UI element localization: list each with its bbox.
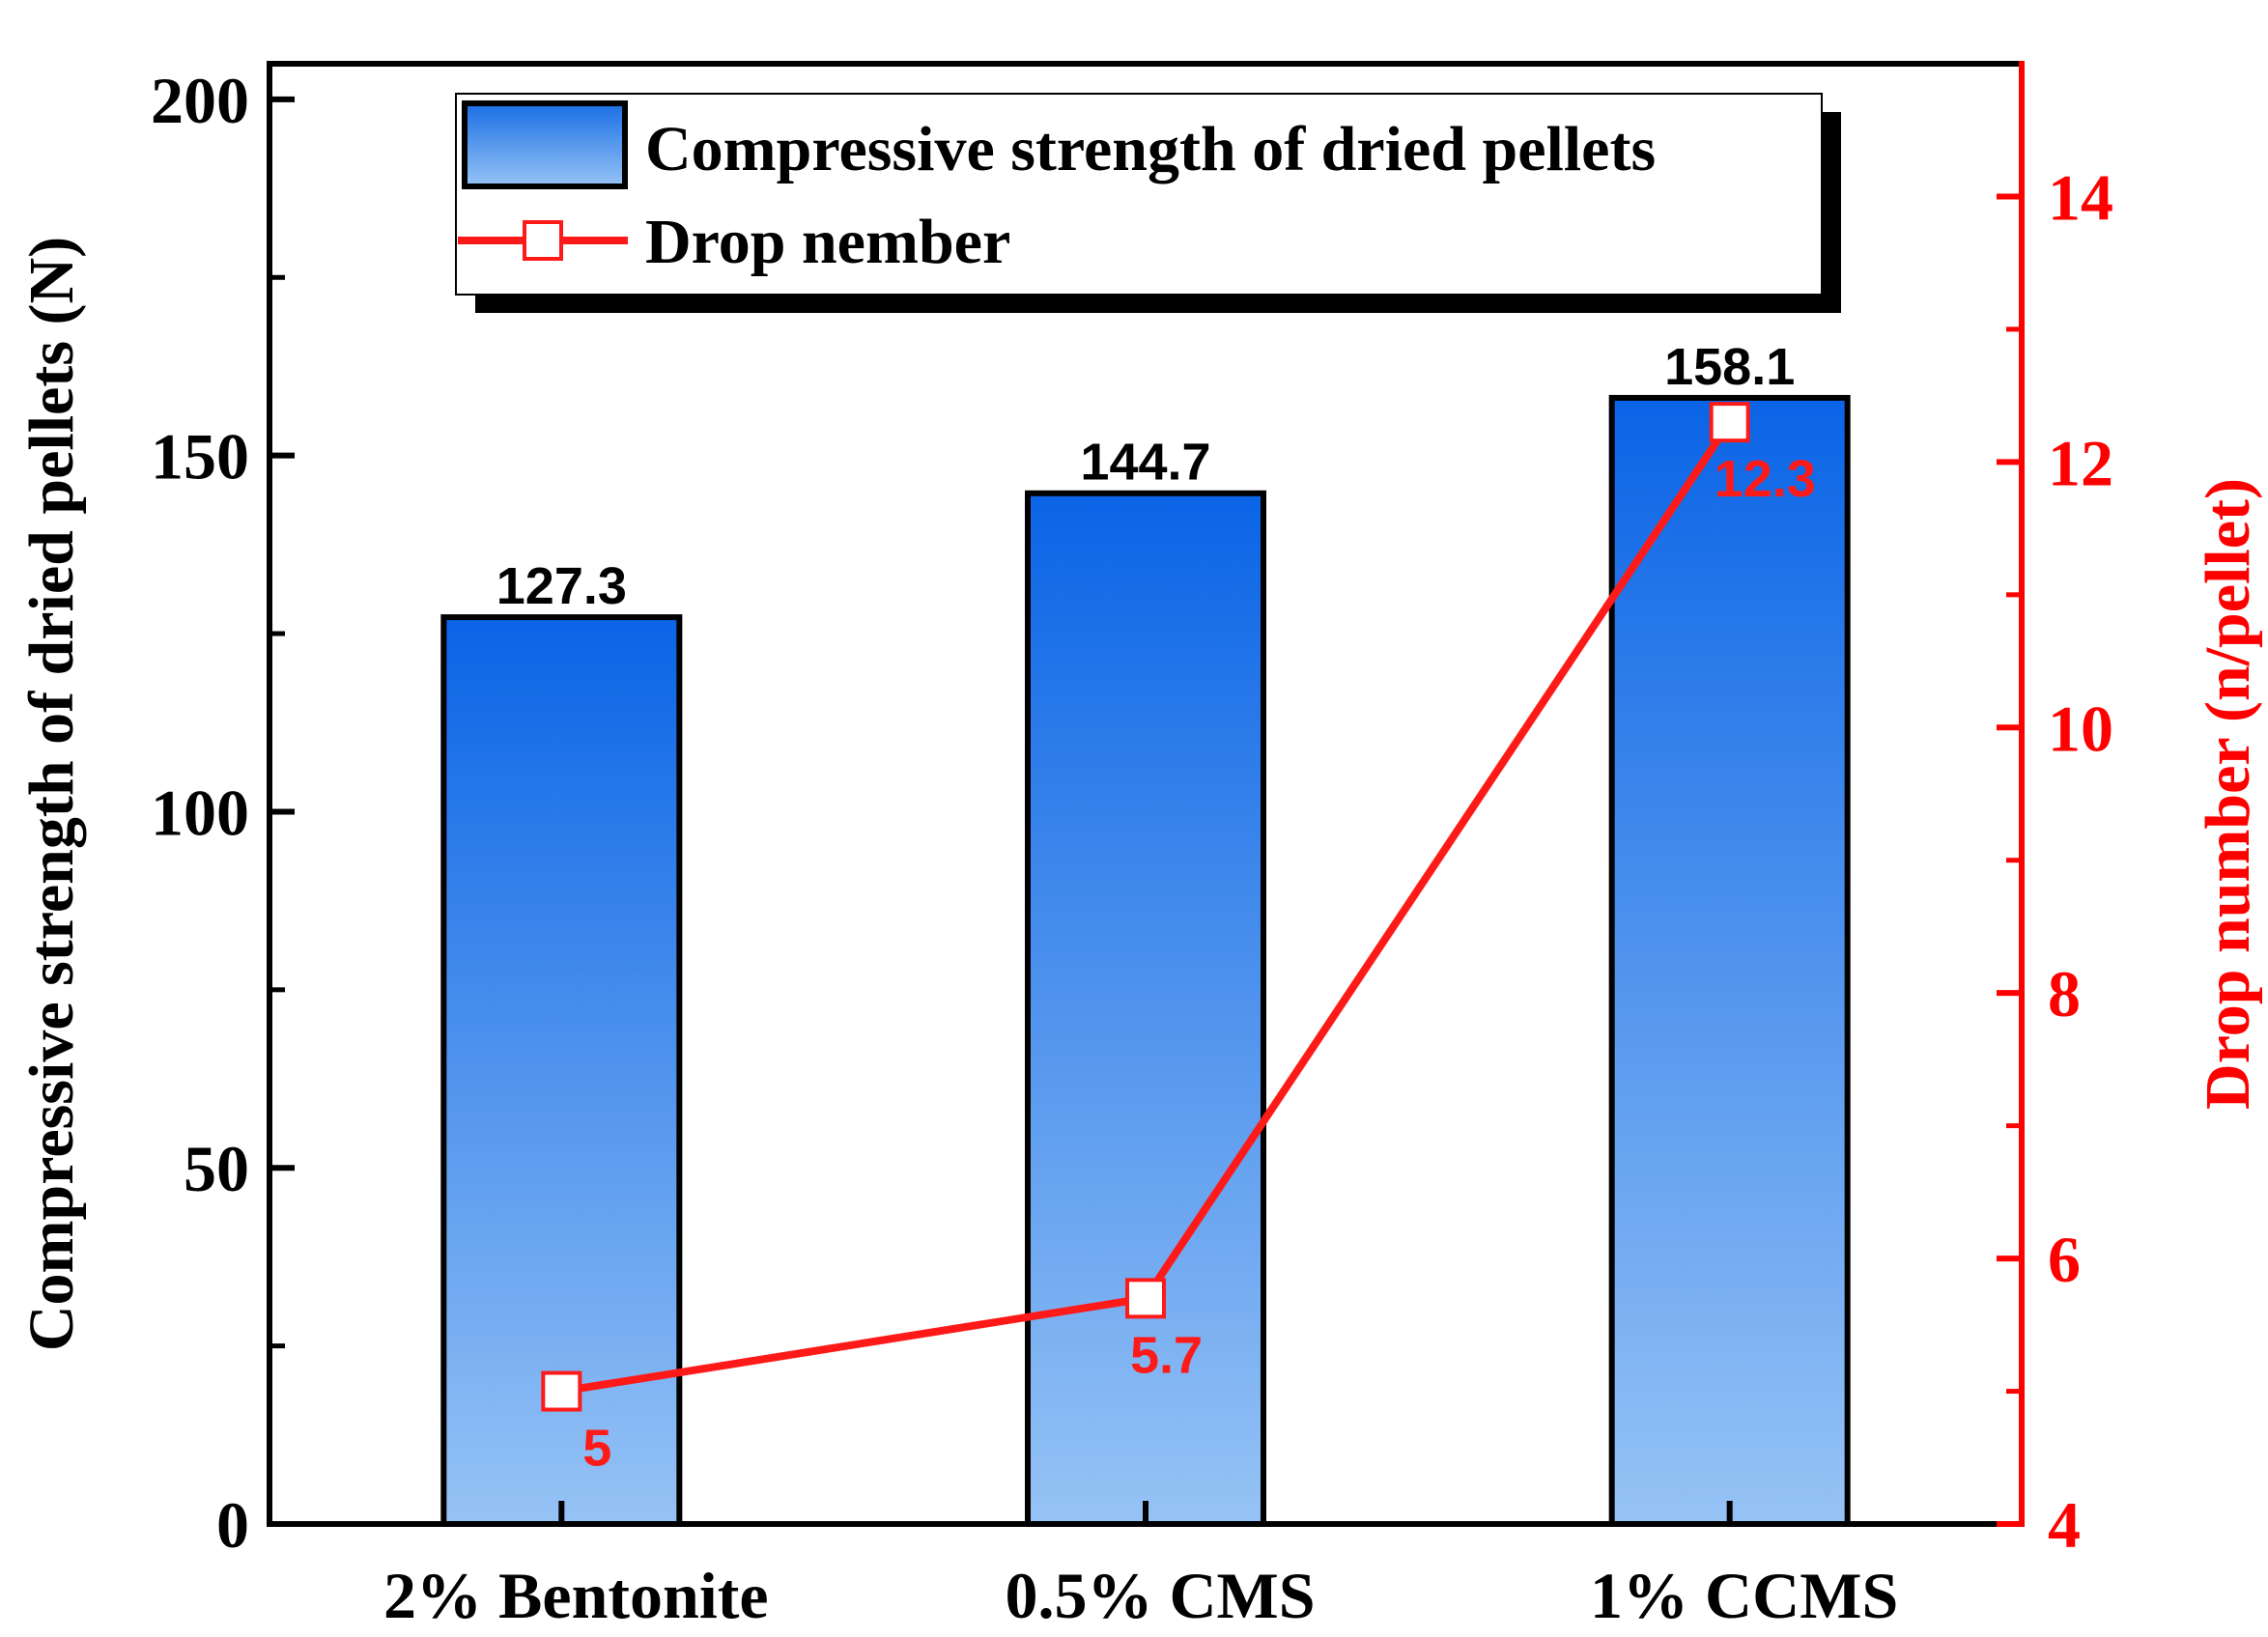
x-tick-label-2: 0.5% CMS <box>1005 1559 1315 1632</box>
right-tick-label-1: 4 <box>2048 1488 2081 1562</box>
x-tick-label-3: 1% CCMS <box>1590 1559 1898 1632</box>
right-tick-label-3: 8 <box>2048 957 2081 1030</box>
bar-value-labels: 127.3 144.7 158.1 <box>496 338 1795 615</box>
left-tick-label-5: 200 <box>151 64 249 137</box>
right-y-axis-ticks: 4 6 8 10 12 14 <box>1997 160 2113 1562</box>
drop-number-marker-3 <box>1709 402 1750 443</box>
legend-bar-label: Compressive strength of dried pellets <box>645 114 1656 184</box>
bar-value-label-2: 144.7 <box>1080 434 1210 492</box>
drop-number-line-layer <box>541 402 1750 1412</box>
drop-number-value-label-1: 5 <box>582 1420 611 1478</box>
right-tick-label-6: 14 <box>2048 160 2113 234</box>
drop-number-marker-2 <box>1125 1278 1166 1319</box>
legend-bar-swatch <box>462 100 628 189</box>
bar-2 <box>1025 490 1266 1527</box>
left-y-axis-title: Compressive strength of dried pellets (N… <box>16 237 87 1351</box>
left-tick-label-2: 50 <box>184 1132 249 1205</box>
bar-value-label-3: 158.1 <box>1664 338 1795 396</box>
drop-number-marker-1 <box>541 1370 582 1412</box>
bar-value-label-1: 127.3 <box>496 557 627 615</box>
drop-number-value-labels: 5 5.7 12.3 <box>582 450 1815 1477</box>
right-tick-label-4: 10 <box>2048 691 2113 765</box>
left-tick-label-4: 150 <box>151 420 249 494</box>
bars-layer <box>440 394 1851 1527</box>
legend-box <box>455 93 1823 296</box>
drop-number-value-label-2: 5.7 <box>1130 1326 1203 1384</box>
bar-3 <box>1608 394 1851 1527</box>
right-tick-label-2: 6 <box>2048 1223 2081 1296</box>
legend-line-label: Drop nember <box>645 207 1010 277</box>
drop-number-value-label-3: 12.3 <box>1715 450 1816 508</box>
right-tick-label-5: 12 <box>2048 426 2113 499</box>
left-tick-label-3: 100 <box>151 776 249 849</box>
legend: Compressive strength of dried pellets Dr… <box>455 93 1841 313</box>
right-y-axis-title: Drop number (n/pellet) <box>2193 478 2263 1110</box>
x-axis-ticks: 2% Bentonite 0.5% CMS 1% CCMS <box>383 1501 1898 1632</box>
legend-marker-icon <box>523 220 563 261</box>
x-tick-label-1: 2% Bentonite <box>383 1559 769 1632</box>
left-tick-label-1: 0 <box>216 1488 249 1562</box>
left-y-axis-ticks: 0 50 100 150 200 <box>151 64 295 1562</box>
